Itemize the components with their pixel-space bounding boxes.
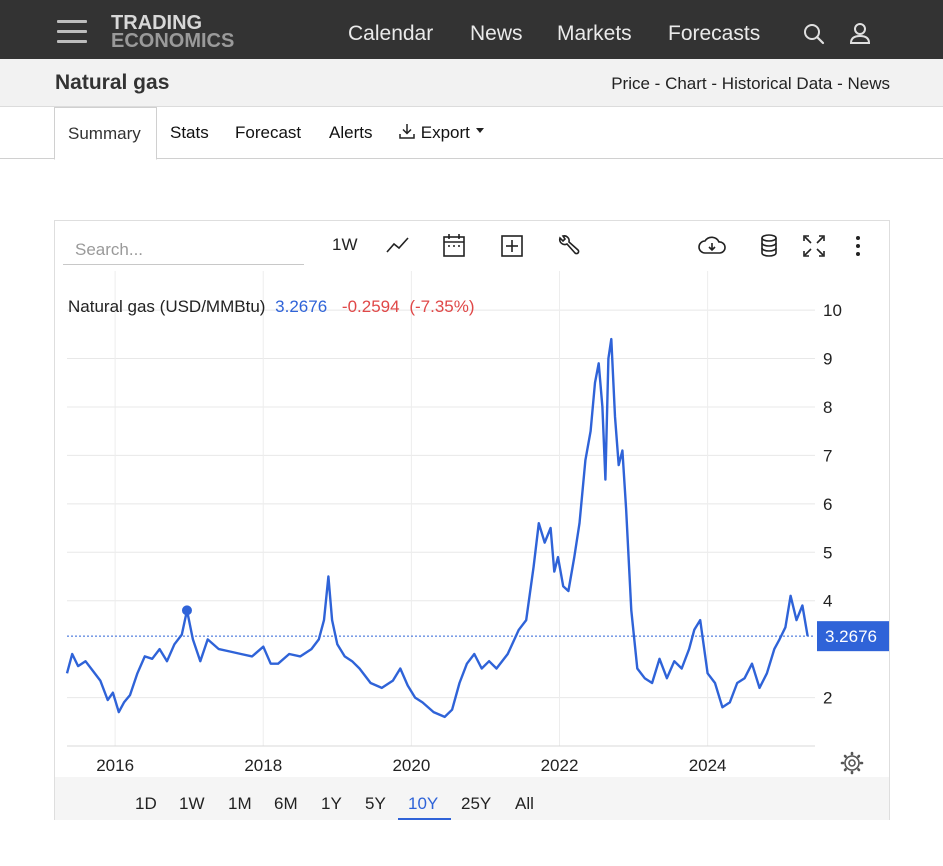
breadcrumb-separator: - [654,74,661,93]
calendar-icon[interactable] [442,233,466,259]
nav-link-forecasts[interactable]: Forecasts [668,22,761,45]
range-1y[interactable]: 1Y [321,794,342,813]
title-bar: Natural gas Price - Chart - Historical D… [0,59,943,107]
y-axis: 2 4 5 6 7 8 9 10 [823,301,842,708]
database-icon[interactable] [758,233,780,259]
legend-change: -0.2594 [342,297,400,316]
active-range-indicator [398,818,451,820]
chart-search-input[interactable] [63,235,304,265]
legend-series-name: Natural gas (USD/MMBtu) [68,297,265,316]
chart-panel: 1W 2016 2018 2020 2022 2024 2 4 5 6 7 8 9 10 [54,220,890,820]
nav-link-calendar[interactable]: Calendar [348,22,434,45]
more-icon[interactable] [852,233,864,259]
current-price-badge [817,621,889,652]
legend-change-pct: (-7.35%) [409,297,474,316]
range-1w[interactable]: 1W [179,794,205,813]
breadcrumb-historical-data[interactable]: Historical Data [721,74,833,93]
range-6m[interactable]: 6M [274,794,298,813]
breadcrumb-separator: - [837,74,843,93]
chart-grid [67,271,815,747]
range-selector: 1D 1W 1M 6M 1Y 5Y 10Y 25Y All [55,777,889,820]
y-tick-label: 2 [823,689,832,708]
y-tick-label: 4 [823,592,832,611]
tab-alerts[interactable]: Alerts [329,123,373,142]
logo[interactable]: TRADING ECONOMICS [111,12,235,52]
current-price-label: 3.2676 [825,627,877,646]
breadcrumb: Price - Chart - Historical Data - News [611,74,890,94]
series-line-natural-gas [65,337,809,719]
tab-forecast[interactable]: Forecast [235,123,302,142]
page-title: Natural gas [55,71,170,94]
tab-bar: Summary Stats Forecast Alerts Export [0,107,943,160]
top-navigation: TRADING ECONOMICS Calendar News Markets … [0,0,943,59]
range-all[interactable]: All [515,794,534,813]
y-tick-label: 7 [823,446,832,465]
tab-export[interactable]: Export [398,122,485,143]
download-icon [399,124,415,139]
logo-line1: TRADING [111,12,203,34]
x-tick-label: 2024 [689,756,727,775]
breadcrumb-chart[interactable]: Chart [665,74,707,93]
y-tick-label: 9 [823,350,832,369]
tab-stats[interactable]: Stats [170,123,209,142]
price-chart[interactable]: 2016 2018 2020 2022 2024 2 4 5 6 7 8 9 10 3.2676 Na… [55,221,889,777]
range-1m[interactable]: 1M [228,794,252,813]
hover-marker [181,605,192,616]
nav-link-markets[interactable]: Markets [557,22,632,45]
x-tick-label: 2018 [244,756,282,775]
breadcrumb-news[interactable]: News [847,74,890,93]
add-icon[interactable] [500,233,524,259]
x-axis: 2016 2018 2020 2022 2024 [96,756,726,775]
y-tick-label: 5 [823,543,832,562]
y-tick-label: 6 [823,495,832,514]
breadcrumb-separator: - [711,74,718,93]
x-tick-label: 2020 [392,756,430,775]
range-5y[interactable]: 5Y [365,794,386,813]
interval-selector[interactable]: 1W [332,235,358,254]
nav-link-news[interactable]: News [470,22,523,45]
search-icon[interactable] [802,22,826,46]
fullscreen-icon[interactable] [802,233,826,259]
chart-legend: Natural gas (USD/MMBtu) 3.2676 -0.2594 (… [68,297,475,316]
range-10y[interactable]: 10Y [408,794,439,813]
legend-last-value: 3.2676 [275,297,327,316]
breadcrumb-price[interactable]: Price [611,74,650,93]
tab-export-label: Export [420,123,470,142]
user-icon[interactable] [849,22,871,46]
line-chart-icon[interactable] [385,233,411,257]
tab-summary-label: Summary [68,124,141,143]
range-1d[interactable]: 1D [135,794,157,813]
x-tick-label: 2022 [541,756,579,775]
logo-line2: ECONOMICS [111,30,235,52]
x-tick-label: 2016 [96,756,134,775]
wrench-icon[interactable] [556,233,580,259]
y-tick-label: 10 [823,301,842,320]
y-tick-label: 8 [823,398,832,417]
gear-icon[interactable] [840,751,864,775]
download-cloud-icon[interactable] [697,233,727,259]
caret-down-icon [475,128,484,133]
tab-summary[interactable]: Summary [54,107,157,160]
menu-icon[interactable] [57,20,87,44]
range-25y[interactable]: 25Y [461,794,492,813]
